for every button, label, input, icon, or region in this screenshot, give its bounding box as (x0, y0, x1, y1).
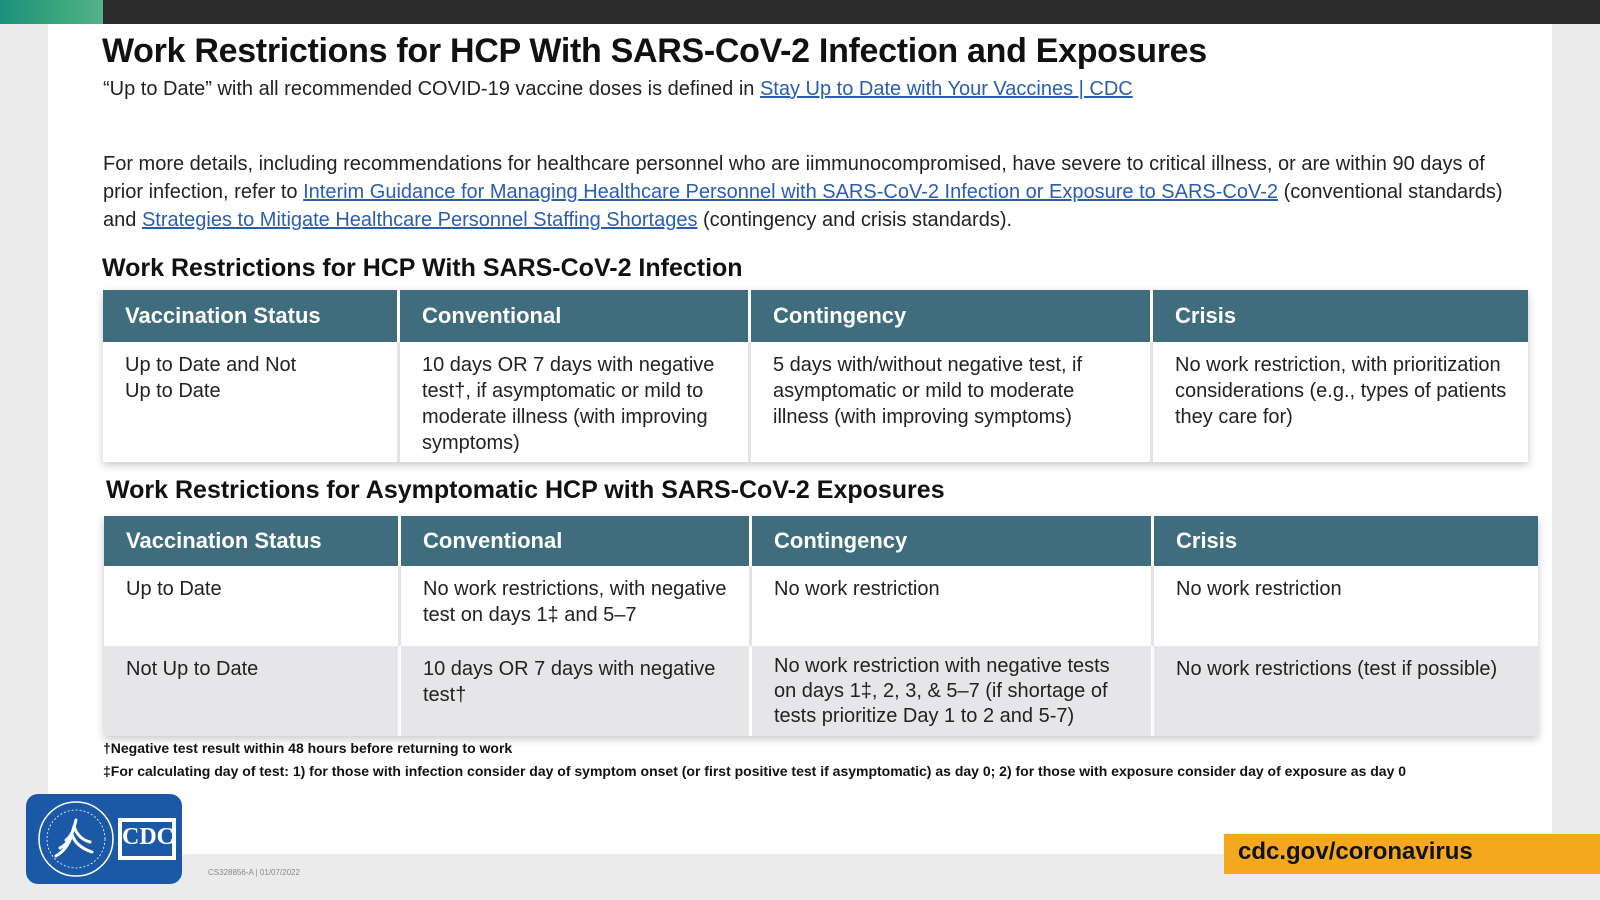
cell-conventional: 10 days OR 7 days with negative test†, i… (397, 342, 748, 462)
footer-bar (1224, 834, 1600, 874)
cell-contingency: No work restriction with negative tests … (749, 646, 1151, 736)
infection-table-title: Work Restrictions for HCP With SARS-CoV-… (102, 254, 743, 282)
col-header-vaccination-status: Vaccination Status (104, 516, 398, 566)
col-header-conventional: Conventional (397, 290, 748, 342)
footnote-double-dagger: ‡For calculating day of test: 1) for tho… (103, 763, 1407, 779)
details-paragraph: For more details, including recommendati… (103, 150, 1523, 234)
cell-status: Up to Date (126, 578, 222, 600)
details-text-1: For more details, including recommendati… (103, 153, 1485, 203)
col-header-crisis: Crisis (1151, 516, 1538, 566)
cell-contingency: No work restriction (749, 566, 1151, 646)
cell-crisis: No work restriction, with prioritization… (1150, 342, 1528, 462)
top-bar-accent (0, 0, 103, 24)
exposure-table-title: Work Restrictions for Asymptomatic HCP w… (106, 476, 945, 504)
subtitle: “Up to Date” with all recommended COVID-… (103, 78, 1133, 101)
footer-url[interactable]: cdc.gov/coronavirus (1238, 838, 1473, 865)
interim-guidance-link[interactable]: Interim Guidance for Managing Healthcare… (303, 181, 1279, 203)
vaccines-link[interactable]: Stay Up to Date with Your Vaccines | CDC (759, 78, 1133, 100)
staffing-shortages-link[interactable]: Strategies to Mitigate Healthcare Person… (141, 209, 698, 231)
exposure-table: Vaccination Status Conventional Continge… (104, 516, 1538, 736)
details-text-2: (conventional standards) and (103, 181, 1503, 231)
infection-table: Vaccination Status Conventional Continge… (103, 290, 1528, 462)
col-header-conventional: Conventional (398, 516, 749, 566)
cell-status: Up to Date and Not Up to Date (125, 354, 297, 402)
col-header-crisis: Crisis (1150, 290, 1528, 342)
cdc-logo: CDC (26, 794, 182, 884)
top-bar (0, 0, 1600, 24)
col-header-contingency: Contingency (749, 516, 1151, 566)
document-code: CS328856-A | 01/07/2022 (208, 868, 300, 877)
cell-conventional: 10 days OR 7 days with negative test† (398, 646, 749, 736)
cdc-logo-text: CDC (122, 824, 174, 850)
hhs-eagle-icon (38, 801, 176, 877)
page-title: Work Restrictions for HCP With SARS-CoV-… (102, 32, 1207, 70)
cell-status: Not Up to Date (104, 646, 398, 736)
cell-crisis: No work restrictions (test if possible) (1151, 646, 1538, 736)
details-text-3: (contingency and crisis standards). (697, 209, 1013, 231)
cell-crisis: No work restriction (1151, 566, 1538, 646)
col-header-contingency: Contingency (748, 290, 1150, 342)
cell-conventional: No work restrictions, with negative test… (398, 566, 749, 646)
col-header-vaccination-status: Vaccination Status (103, 290, 397, 342)
footnote-dagger: †Negative test result within 48 hours be… (103, 740, 513, 756)
subtitle-text: “Up to Date” with all recommended COVID-… (103, 78, 760, 100)
cell-contingency: 5 days with/without negative test, if as… (748, 342, 1150, 462)
